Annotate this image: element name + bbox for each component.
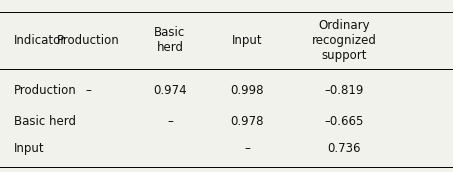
Text: 0.974: 0.974 bbox=[153, 84, 187, 97]
Text: Input: Input bbox=[231, 34, 262, 47]
Text: –: – bbox=[167, 115, 173, 128]
Text: Basic
herd: Basic herd bbox=[154, 26, 185, 54]
Text: 0.978: 0.978 bbox=[230, 115, 264, 128]
Text: Ordinary
recognized
support: Ordinary recognized support bbox=[312, 19, 377, 62]
Text: –0.819: –0.819 bbox=[325, 84, 364, 97]
Text: Indicator: Indicator bbox=[14, 34, 66, 47]
Text: –: – bbox=[86, 84, 91, 97]
Text: –0.665: –0.665 bbox=[325, 115, 364, 128]
Text: 0.736: 0.736 bbox=[328, 142, 361, 155]
Text: Production: Production bbox=[57, 34, 120, 47]
Text: 0.998: 0.998 bbox=[230, 84, 264, 97]
Text: Input: Input bbox=[14, 142, 44, 155]
Text: Production: Production bbox=[14, 84, 77, 97]
Text: –: – bbox=[244, 142, 250, 155]
Text: Basic herd: Basic herd bbox=[14, 115, 76, 128]
